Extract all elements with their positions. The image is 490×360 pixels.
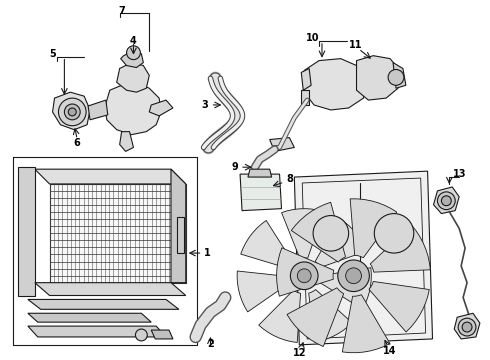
Circle shape: [338, 260, 369, 292]
Circle shape: [313, 216, 348, 251]
Polygon shape: [276, 248, 334, 296]
Circle shape: [388, 69, 404, 85]
Polygon shape: [370, 225, 430, 272]
Polygon shape: [393, 63, 406, 88]
Polygon shape: [28, 326, 166, 337]
Polygon shape: [35, 169, 186, 184]
Circle shape: [462, 322, 472, 332]
Polygon shape: [248, 169, 271, 177]
Polygon shape: [320, 268, 371, 309]
Text: 10: 10: [306, 33, 320, 43]
Polygon shape: [454, 313, 480, 339]
Polygon shape: [49, 184, 186, 283]
Polygon shape: [105, 82, 161, 135]
Text: 1: 1: [204, 248, 211, 258]
Polygon shape: [350, 199, 397, 258]
Circle shape: [438, 192, 455, 210]
Polygon shape: [294, 171, 433, 345]
Polygon shape: [35, 283, 186, 296]
Polygon shape: [120, 132, 133, 152]
Circle shape: [135, 329, 147, 341]
Polygon shape: [177, 217, 184, 253]
Polygon shape: [18, 167, 35, 296]
Text: 2: 2: [207, 339, 214, 349]
Polygon shape: [52, 92, 90, 130]
Polygon shape: [28, 313, 151, 322]
Polygon shape: [241, 220, 293, 268]
Text: 4: 4: [130, 36, 137, 46]
Polygon shape: [357, 56, 400, 100]
Polygon shape: [301, 68, 311, 90]
Circle shape: [441, 196, 451, 206]
Polygon shape: [315, 219, 367, 267]
Polygon shape: [88, 100, 108, 120]
Text: 8: 8: [286, 174, 293, 184]
Circle shape: [126, 46, 140, 60]
Polygon shape: [287, 288, 343, 347]
Polygon shape: [434, 187, 459, 213]
Polygon shape: [240, 174, 282, 211]
Text: 12: 12: [293, 348, 306, 358]
Text: 5: 5: [49, 49, 56, 59]
Circle shape: [68, 108, 76, 116]
Circle shape: [291, 262, 318, 289]
Text: 14: 14: [383, 346, 397, 356]
Polygon shape: [292, 202, 345, 262]
Polygon shape: [117, 63, 149, 92]
Text: 7: 7: [118, 6, 125, 16]
Polygon shape: [151, 330, 173, 339]
Circle shape: [64, 104, 80, 120]
Polygon shape: [282, 209, 324, 258]
Polygon shape: [270, 138, 294, 152]
Polygon shape: [304, 59, 367, 110]
Polygon shape: [309, 289, 352, 342]
Text: 6: 6: [74, 138, 80, 148]
Polygon shape: [259, 290, 300, 342]
Circle shape: [297, 269, 311, 283]
Polygon shape: [301, 90, 309, 105]
Circle shape: [345, 268, 362, 284]
Polygon shape: [237, 271, 288, 312]
Text: 3: 3: [201, 100, 208, 110]
Text: 13: 13: [453, 169, 467, 179]
Text: 9: 9: [232, 162, 239, 172]
Circle shape: [58, 98, 86, 126]
Polygon shape: [171, 169, 186, 283]
Circle shape: [458, 318, 476, 336]
Polygon shape: [369, 282, 429, 332]
Polygon shape: [343, 295, 390, 353]
Polygon shape: [121, 51, 144, 68]
Text: 11: 11: [349, 40, 362, 50]
Circle shape: [374, 213, 414, 253]
Polygon shape: [149, 100, 173, 116]
Polygon shape: [28, 300, 179, 309]
